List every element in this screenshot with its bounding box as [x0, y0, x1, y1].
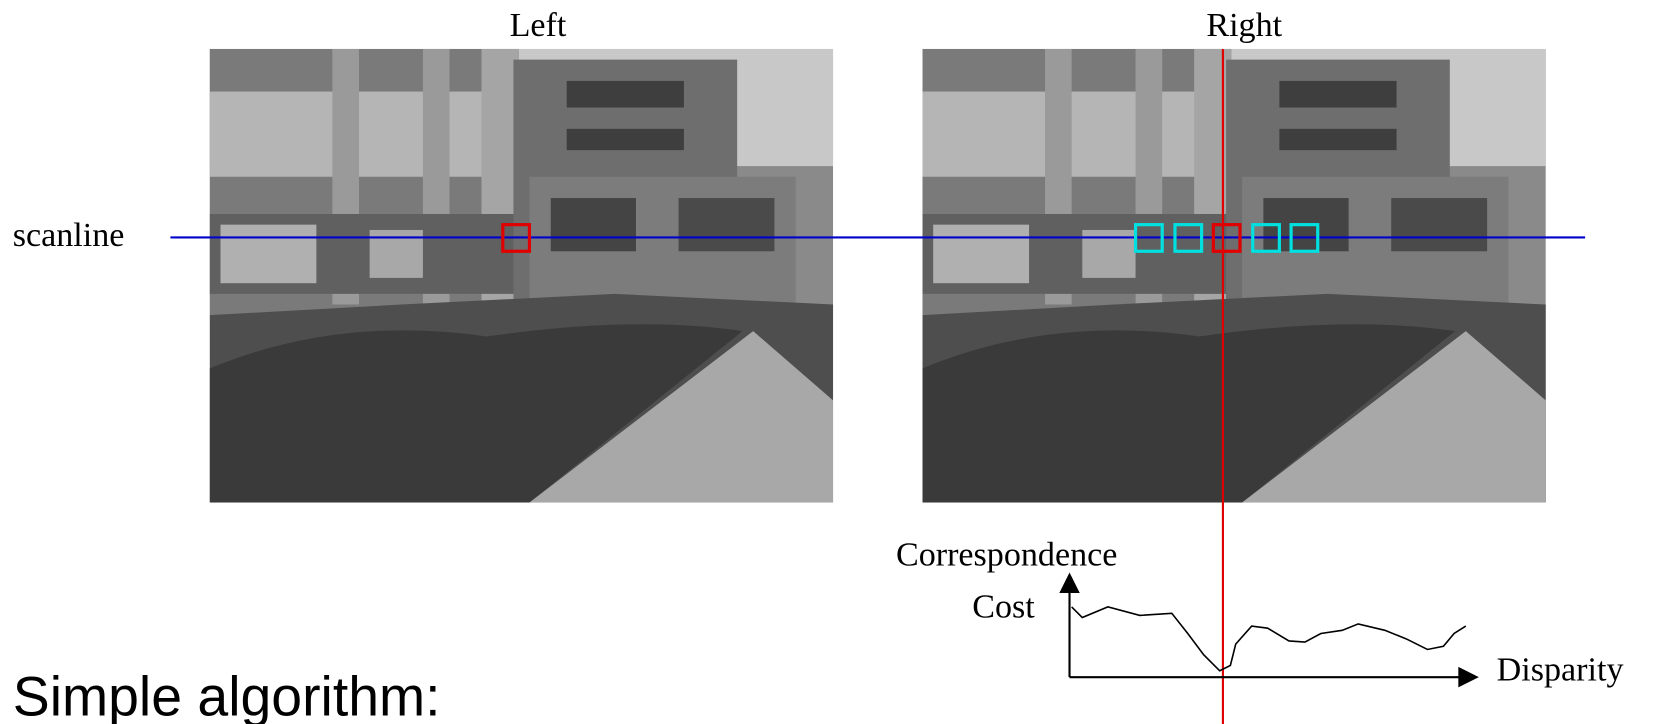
- x-axis-label: Disparity: [1497, 651, 1624, 688]
- cost-axes: [1061, 575, 1476, 686]
- image-title: Right: [1206, 7, 1282, 44]
- slide: Left Right scanline Correspondence Cost …: [0, 0, 1665, 724]
- scanline-label: scanline: [13, 217, 125, 254]
- cost-curve: [1072, 607, 1466, 671]
- y-axis-label: Cost: [972, 589, 1035, 626]
- y-axis-label: Correspondence: [896, 536, 1117, 573]
- image-title: Left: [510, 7, 567, 44]
- heading: Simple algorithm:: [13, 665, 441, 724]
- page: Left Right scanline Correspondence Cost …: [0, 0, 1665, 724]
- left-image: [210, 49, 833, 503]
- right-image: [923, 49, 1546, 503]
